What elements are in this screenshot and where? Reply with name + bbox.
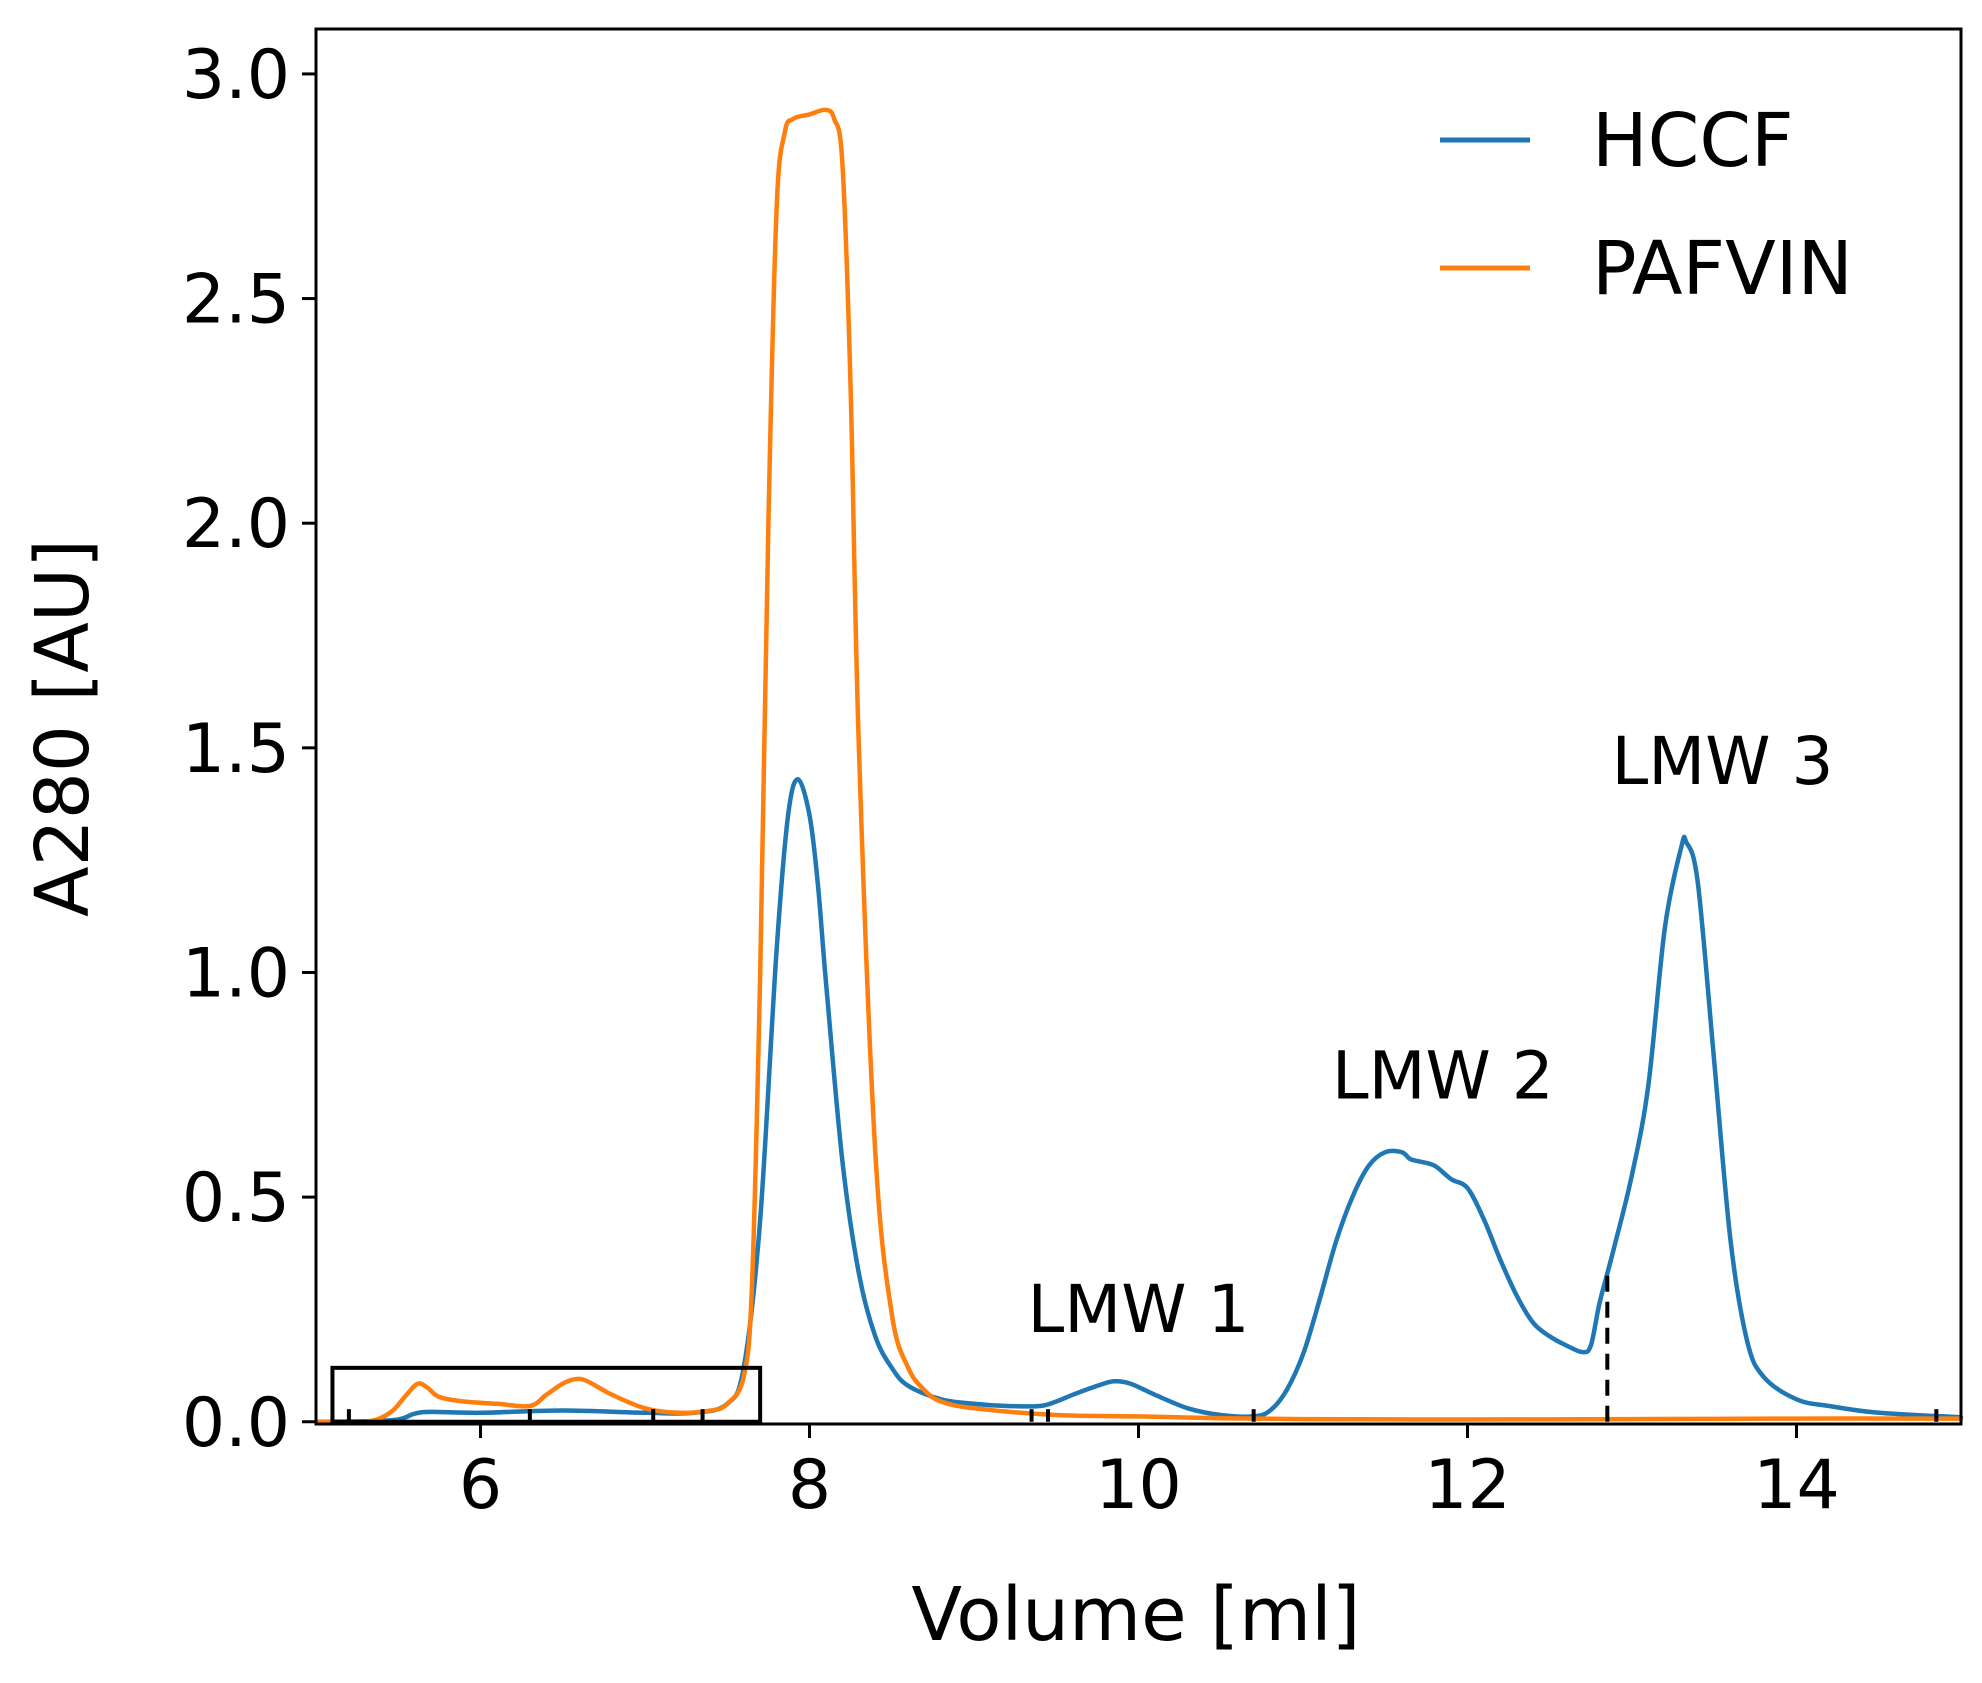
y-axis-title: A280 [AU] xyxy=(20,539,106,917)
peak-annotation: LMW 3 xyxy=(1611,723,1833,800)
overlay-layer xyxy=(330,1273,1939,1424)
y-tick-label: 2.0 xyxy=(182,485,290,564)
y-tick-label: 0.0 xyxy=(182,1384,290,1463)
y-tick-label: 2.5 xyxy=(182,261,290,340)
legend: HCCF PAFVIN xyxy=(1440,98,1853,312)
y-tick-label: 0.5 xyxy=(182,1159,290,1238)
legend-label: PAFVIN xyxy=(1592,226,1853,312)
y-axis-ticks: 0.0 0.5 1.0 1.5 2.0 2.5 3.0 xyxy=(182,36,316,1463)
annotation-layer: LMW 1 LMW 2 LMW 3 xyxy=(1028,723,1834,1348)
x-tick-label: 10 xyxy=(1095,1446,1182,1525)
y-tick-label: 3.0 xyxy=(182,36,290,115)
x-tick-label: 6 xyxy=(459,1446,502,1525)
series-layer xyxy=(313,107,1964,1425)
series-line-pafvin xyxy=(313,107,1964,1425)
x-tick-label: 12 xyxy=(1424,1446,1511,1525)
legend-label: HCCF xyxy=(1592,98,1794,184)
y-tick-label: 1.0 xyxy=(182,934,290,1013)
x-tick-label: 8 xyxy=(788,1446,831,1525)
series-line-hccf xyxy=(313,777,1964,1425)
x-axis-title: Volume [ml] xyxy=(911,1572,1360,1658)
y-tick-label: 1.5 xyxy=(182,710,290,789)
x-tick-label: 14 xyxy=(1753,1446,1840,1525)
peak-annotation: LMW 1 xyxy=(1028,1271,1250,1348)
x-axis-ticks: 6 8 10 12 14 xyxy=(459,1424,1840,1525)
peak-annotation: LMW 2 xyxy=(1332,1037,1554,1114)
inset-box xyxy=(330,1365,763,1424)
